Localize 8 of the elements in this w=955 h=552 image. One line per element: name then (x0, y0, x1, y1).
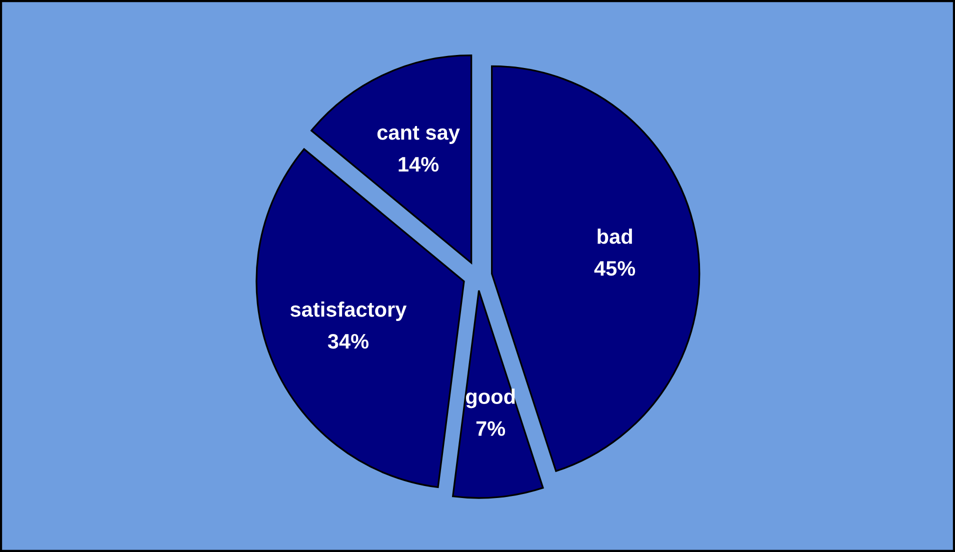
slice-label: cant say (377, 126, 460, 144)
slice-label: satisfactory (290, 302, 407, 321)
data-label: 34% (328, 334, 369, 349)
data-label: 7% (476, 421, 506, 436)
slice-label: good (466, 388, 515, 408)
slice-label: bad (598, 228, 632, 244)
data-label: 45% (594, 261, 636, 276)
data-label: 14% (398, 157, 439, 172)
